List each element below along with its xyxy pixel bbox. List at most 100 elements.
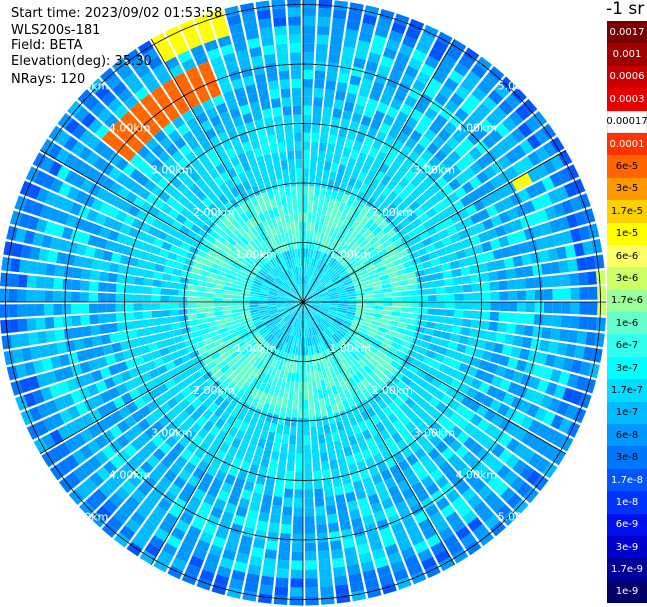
range-gate-cell: [196, 313, 207, 319]
range-gate-cell: [109, 181, 123, 195]
range-gate-cell: [303, 302, 309, 309]
range-gate-cell: [512, 411, 526, 426]
range-gate-cell: [462, 408, 476, 422]
range-gate-cell: [534, 289, 544, 301]
range-gate-cell: [498, 448, 513, 464]
range-gate-cell: [285, 315, 292, 323]
range-gate-cell: [370, 118, 382, 131]
range-gate-cell: [296, 296, 303, 302]
range-gate-cell: [253, 214, 262, 225]
range-gate-cell: [276, 296, 286, 300]
range-gate-cell: [245, 121, 256, 133]
range-gate-cell: [467, 337, 478, 347]
range-gate-cell: [353, 336, 363, 344]
range-gate-cell: [36, 373, 49, 388]
range-gate-cell: [401, 340, 412, 349]
range-gate-cell: [70, 390, 83, 404]
range-gate-cell: [518, 348, 530, 361]
range-gate-cell: [222, 302, 232, 307]
range-gate-cell: [327, 311, 337, 317]
range-gate-cell: [356, 201, 366, 212]
range-gate-cell: [176, 363, 188, 374]
range-gate-cell: [353, 245, 363, 254]
range-gate-cell: [496, 185, 509, 200]
range-gate-cell: [371, 81, 385, 94]
range-gate-cell: [289, 587, 303, 597]
range-gate-cell: [336, 401, 345, 413]
range-gate-cell: [33, 170, 48, 186]
range-gate-cell: [72, 449, 87, 465]
range-gate-cell: [319, 293, 329, 298]
range-gate-cell: [511, 218, 524, 232]
range-gate-cell: [214, 311, 224, 316]
range-gate-cell: [289, 43, 302, 53]
range-gate-cell: [188, 381, 199, 392]
range-gate-cell: [233, 40, 248, 52]
range-gate-cell: [305, 284, 309, 294]
range-gate-cell: [213, 302, 223, 307]
range-gate-cell: [280, 322, 288, 331]
range-gate-cell: [276, 304, 286, 308]
range-gate-cell: [543, 302, 553, 314]
range-gate-cell: [96, 187, 109, 201]
range-gate-cell: [280, 379, 287, 390]
range-gate-cell: [261, 266, 270, 274]
range-gate-cell: [391, 286, 401, 292]
range-gate-cell: [242, 283, 252, 289]
range-gate-cell: [296, 177, 303, 187]
range-gate-cell: [98, 271, 109, 282]
range-gate-cell: [449, 333, 461, 343]
range-gate-cell: [519, 172, 533, 187]
range-gate-cell: [190, 267, 201, 275]
range-gate-cell: [86, 209, 99, 223]
range-gate-cell: [491, 413, 504, 427]
range-gate-cell: [357, 330, 367, 338]
range-gate-cell: [140, 372, 152, 384]
range-gate-cell: [303, 78, 313, 89]
range-gate-cell: [225, 321, 236, 327]
range-gate-cell: [391, 207, 402, 218]
range-gate-cell: [161, 100, 176, 115]
range-gate-cell: [536, 379, 550, 393]
range-gate-cell: [259, 232, 267, 243]
range-gate-cell: [375, 182, 387, 194]
range-gate-cell: [250, 344, 259, 353]
range-gate-cell: [467, 494, 483, 509]
reflectivity-sectors: [0, 0, 607, 606]
range-gate-cell: [357, 171, 367, 183]
range-gate-cell: [330, 26, 345, 38]
range-gate-cell: [549, 219, 562, 234]
range-gate-cell: [503, 368, 516, 381]
range-gate-cell: [279, 406, 287, 417]
range-gate-cell: [354, 48, 369, 61]
range-gate-cell: [263, 318, 273, 325]
range-gate-cell: [220, 481, 233, 494]
range-gate-cell: [422, 334, 433, 343]
range-gate-cell: [472, 523, 489, 539]
range-gate-cell: [332, 262, 341, 271]
range-gate-cell: [310, 305, 320, 310]
range-gate-cell: [364, 417, 375, 429]
range-gate-cell: [228, 269, 238, 277]
range-gate-cell: [175, 519, 190, 533]
range-gate-cell: [506, 493, 522, 509]
range-gate-cell: [128, 257, 139, 267]
range-gate-cell: [303, 328, 305, 338]
range-gate-cell: [147, 490, 162, 505]
range-gate-cell: [367, 166, 378, 178]
range-gate-cell: [168, 208, 180, 220]
range-gate-cell: [488, 89, 504, 105]
range-gate-cell: [100, 161, 115, 176]
range-gate-cell: [35, 290, 45, 302]
range-gate-cell: [389, 276, 399, 283]
range-gate-cell: [298, 275, 301, 285]
range-gate-cell: [271, 314, 280, 320]
range-gate-cell: [240, 299, 250, 302]
range-gate-cell: [292, 363, 297, 374]
range-gate-cell: [92, 488, 108, 504]
range-gate-cell: [282, 313, 290, 320]
range-gate-cell: [312, 258, 317, 268]
range-gate-cell: [244, 517, 257, 529]
range-gate-cell: [462, 451, 476, 465]
range-gate-cell: [325, 359, 333, 369]
